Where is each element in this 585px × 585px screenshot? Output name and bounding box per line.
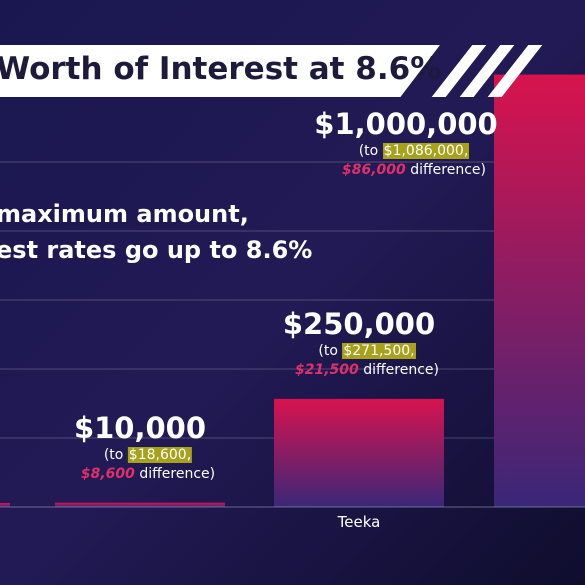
note-suffix: difference) (358, 361, 439, 378)
note-diff: $21,500 (295, 361, 359, 378)
note-suffix: difference) (405, 162, 486, 178)
note-to-amount: $1,086,000, (382, 143, 470, 159)
category-label: Teeka (337, 513, 381, 531)
title-band (0, 45, 440, 97)
note-line: (to $18,600, (81, 446, 215, 465)
note-diff: $8,600 (80, 465, 135, 482)
note-suffix: difference) (134, 465, 216, 482)
chart-title: Worth of Interest at 8.6% (0, 51, 442, 87)
subtitle-line: est rates go up to 8.6% (0, 236, 313, 264)
subtitle-line: maximum amount, (0, 200, 249, 228)
bar (274, 398, 444, 507)
bars-group (0, 74, 585, 507)
note-to-amount: $271,500, (342, 342, 416, 359)
note-line: $86,000 difference) (342, 161, 486, 180)
data-label-value: $10,000 (73, 410, 207, 445)
note-diff: $86,000 (342, 162, 406, 178)
bar (55, 502, 225, 507)
grid-lines (0, 161, 585, 439)
note-line: $21,500 difference) (295, 361, 439, 380)
note-line: (to $1,086,000, (342, 142, 486, 161)
note-prefix: (to (103, 446, 128, 463)
note-line: (to $271,500, (295, 342, 439, 361)
note-prefix: (to (358, 143, 383, 159)
bar (0, 503, 10, 507)
data-label-value: $1,000,000 (314, 107, 498, 141)
note-line: $8,600 difference) (81, 465, 215, 484)
subtitle: maximum amount, est rates go up to 8.6% (0, 196, 312, 268)
data-label-note: (to $271,500, $21,500 difference) (295, 342, 439, 380)
note-prefix: (to (318, 342, 343, 359)
data-label-note: (to $1,086,000, $86,000 difference) (342, 142, 486, 180)
bar (494, 74, 585, 507)
data-label-value: $250,000 (282, 306, 436, 341)
data-label-note: (to $18,600, $8,600 difference) (81, 446, 215, 484)
note-to-amount: $18,600, (127, 446, 193, 463)
